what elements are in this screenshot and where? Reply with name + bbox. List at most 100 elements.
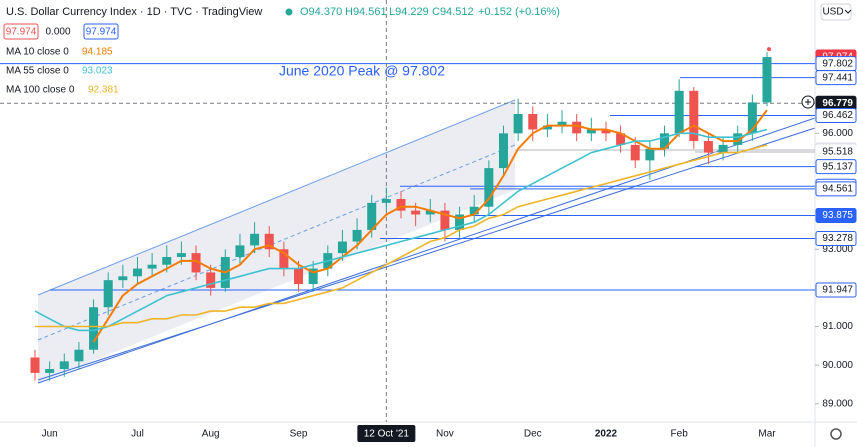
candle-body [513, 114, 523, 134]
candle-body [118, 276, 128, 281]
candle-body [89, 307, 99, 350]
candle-body [616, 133, 626, 145]
x-tick-label: Aug [202, 429, 220, 440]
candle-body [30, 357, 40, 373]
price-label: 95.518 [822, 147, 853, 158]
moving-average [34, 128, 768, 332]
candle-body [411, 210, 421, 215]
x-tick-label: 2022 [595, 429, 618, 440]
candle-body [747, 102, 757, 134]
candle-body [191, 253, 201, 273]
candle-body [557, 121, 567, 126]
candle-body [645, 148, 655, 161]
candle-body [396, 199, 406, 211]
ohlc-low: L94.229 [389, 6, 429, 18]
price-label: 97.802 [822, 58, 853, 69]
candle-body [264, 233, 274, 250]
currency-button[interactable] [820, 3, 852, 21]
price-label: 96.779 [822, 98, 853, 109]
settings-icon[interactable] [830, 428, 842, 440]
moving-average [92, 109, 768, 343]
legend-name: MA 55 close 0 [6, 66, 69, 77]
x-tick-label: Dec [524, 429, 542, 440]
candle-body [498, 133, 508, 169]
ohlc-high: H94.561 [345, 6, 387, 18]
add-alert-plus[interactable] [805, 99, 811, 105]
candle-body [74, 349, 84, 362]
price-label-box [815, 282, 857, 298]
candle-body [103, 280, 113, 308]
candle-body [59, 361, 69, 370]
buy-price[interactable]: 97.974 [86, 27, 117, 38]
x-tick-label: 12 Oct '21 [364, 429, 410, 440]
status-dot [285, 8, 293, 16]
candle-body [352, 229, 362, 242]
candle-body [484, 168, 494, 207]
candle-body [381, 199, 391, 203]
price-label: 91.947 [822, 285, 853, 296]
candle-body [294, 268, 304, 285]
candle-body [630, 144, 640, 161]
legend-value: 92.381 [88, 85, 119, 96]
y-tick-label: 96.000 [822, 128, 853, 139]
legend-name: MA 100 close 0 [6, 85, 75, 96]
candle-body [425, 210, 435, 215]
price-label-box [815, 107, 857, 123]
candle-body [235, 245, 245, 257]
candle-body [440, 210, 450, 230]
price-label-box [815, 207, 857, 223]
price-label-box [815, 159, 857, 175]
candle-body [45, 369, 55, 373]
candle-body [176, 253, 186, 257]
candle-body [586, 129, 596, 134]
candle-body [162, 256, 172, 265]
sell-price[interactable]: 97.974 [6, 27, 37, 38]
price-label: 95.137 [822, 161, 853, 172]
price-label: 97.441 [822, 72, 853, 83]
x-tick-label: Jul [131, 429, 144, 440]
candle-body [762, 57, 772, 103]
price-label-box [815, 70, 857, 86]
last-price-dot [767, 47, 771, 52]
ohlc-open: O94.370 [300, 6, 342, 18]
candle-body [703, 141, 713, 153]
channel-top [37, 99, 516, 296]
candle-body [250, 233, 260, 246]
candle-body [689, 90, 699, 142]
currency[interactable]: USD [822, 7, 843, 18]
sell-box[interactable] [3, 23, 39, 40]
candle-body [455, 214, 465, 230]
price-label-box [815, 181, 857, 197]
candle-body [572, 121, 582, 134]
legend-value: 93.023 [82, 66, 113, 77]
annotation: June 2020 Peak @ 97.802 [279, 63, 445, 79]
candle-body [206, 272, 216, 288]
price-label: 93.875 [822, 210, 853, 221]
candle-body [528, 114, 538, 130]
price-label-box [815, 144, 857, 160]
channel-mid [37, 144, 516, 341]
x-tick-label: Feb [671, 429, 689, 440]
candle-body [601, 129, 611, 134]
currency-caret[interactable] [844, 9, 852, 14]
y-tick-label: 91.000 [822, 321, 853, 332]
price-label-box [815, 231, 857, 247]
price-label: 96.462 [822, 110, 853, 121]
candle-body [469, 206, 479, 215]
x-tick-label: Mar [758, 429, 776, 440]
candle-body [132, 268, 142, 277]
candle-body [733, 133, 743, 145]
y-tick-label: 89.000 [822, 398, 853, 409]
y-tick-label: 93.000 [822, 244, 853, 255]
ohlc-change: +0.152 (+0.16%) [478, 6, 560, 18]
x-tick-label: Nov [436, 429, 454, 440]
channel-shade [38, 100, 515, 383]
candle-body [367, 202, 377, 230]
candle-body [542, 125, 552, 130]
buy-box[interactable] [83, 23, 119, 40]
x-tick-label: Jun [42, 429, 58, 440]
price-label: 93.278 [822, 233, 853, 244]
legend-name: MA 10 close 0 [6, 47, 69, 58]
ohlc-close: C94.512 [432, 6, 474, 18]
